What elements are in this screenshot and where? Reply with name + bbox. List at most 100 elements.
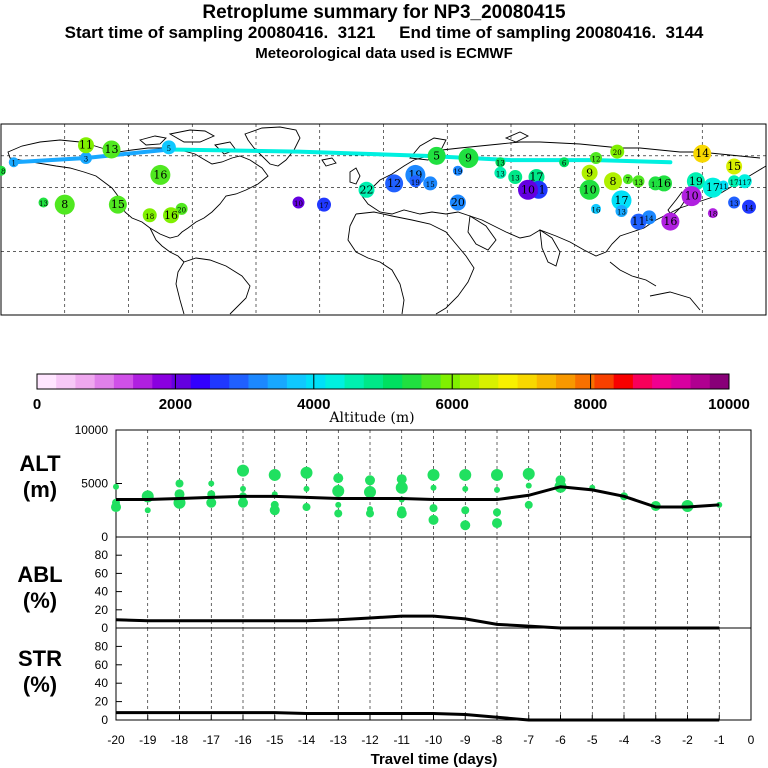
chart-title: Retroplume summary for NP3_20080415	[202, 2, 566, 23]
colorbar-swatch	[190, 374, 211, 389]
plume-marker	[622, 174, 633, 185]
plume-marker	[630, 213, 647, 230]
colorbar-swatch	[632, 374, 653, 389]
altitude-cluster-point	[396, 474, 407, 485]
colorbar-swatch	[152, 374, 173, 389]
x-tick-label: -8	[492, 733, 503, 747]
altitude-cluster-point	[302, 503, 311, 512]
altitude-cluster-point	[427, 468, 440, 481]
plume-marker	[427, 146, 446, 165]
plume-marker-label: 13	[634, 179, 643, 187]
plume-marker-label: 10	[294, 200, 303, 208]
plume-marker-label: 12	[651, 181, 660, 189]
colorbar-swatch	[459, 374, 480, 389]
y-tick-label: 60	[95, 566, 109, 580]
plume-marker	[611, 190, 632, 211]
x-tick-label: -18	[171, 733, 189, 747]
plume-marker-label: 16	[592, 206, 601, 214]
plume-marker-label: 16	[164, 209, 178, 222]
plume-marker-label: 7	[626, 177, 630, 185]
plume-marker	[108, 195, 127, 214]
plume-marker	[0, 165, 6, 176]
altitude-cluster-point	[238, 497, 248, 508]
plume-marker	[610, 144, 625, 159]
y-tick-label: 40	[95, 585, 109, 599]
colorbar-swatch	[363, 374, 384, 389]
plume-marker-label: 17	[530, 171, 544, 184]
colorbar-tick-label: 10000	[708, 396, 750, 413]
plume-marker-label: 13	[496, 170, 505, 178]
plume-marker	[661, 212, 680, 231]
altitude-cluster-point	[303, 485, 310, 492]
altitude-cluster-point	[300, 466, 313, 479]
plume-marker-label: 10	[583, 183, 597, 196]
colorbar-swatch	[133, 374, 153, 389]
altitude-cluster-point	[175, 479, 184, 488]
colorbar-swatch	[325, 374, 346, 389]
plume-marker-label: 13	[105, 143, 119, 156]
x-tick-label: -12	[361, 733, 379, 747]
plume-marker-label: 18	[145, 213, 154, 221]
plume-marker-label: 19	[453, 168, 462, 176]
panel-label: ABL (%)	[17, 562, 62, 613]
altitude-cluster-point	[396, 508, 407, 519]
colorbar-swatch	[690, 374, 711, 389]
colorbar-swatch	[56, 374, 76, 389]
plume-marker	[358, 181, 375, 198]
colorbar-swatch	[248, 374, 269, 389]
colorbar-swatch	[75, 374, 96, 389]
y-tick-label: 20	[95, 695, 109, 709]
plume-marker-label: 6	[562, 160, 567, 168]
y-tick-label: 80	[95, 548, 109, 562]
colorbar-swatch	[402, 374, 422, 389]
colorbar-swatch	[267, 374, 288, 389]
plume-marker-label: 13	[496, 160, 505, 168]
plume-marker-label: 19	[411, 179, 420, 187]
y-tick-label: 0	[101, 621, 108, 635]
colorbar-tick-label: 2000	[159, 396, 192, 413]
plume-marker-label: 10	[685, 190, 699, 203]
plume-marker	[495, 157, 506, 168]
plume-marker	[423, 176, 438, 191]
x-tick-label: -13	[330, 733, 348, 747]
x-tick-label: -11	[394, 733, 411, 747]
colorbar-swatch	[479, 374, 499, 389]
plume-marker-label: 20	[177, 206, 186, 214]
plume-marker-label: 13	[511, 175, 520, 183]
plume-marker-label: 12	[592, 155, 601, 163]
colorbar-tick-label: 4000	[297, 396, 330, 413]
x-tick-label: -2	[682, 733, 693, 747]
plume-marker	[718, 180, 729, 191]
plume-marker-label: 17	[706, 181, 720, 194]
colorbar-swatch	[383, 374, 403, 389]
sampling-times: Start time of sampling 20080416. 3121 En…	[64, 23, 704, 42]
plume-marker-label: 1	[12, 160, 16, 168]
plume-marker	[38, 197, 49, 208]
colorbar-swatch	[94, 374, 115, 389]
plume-marker	[458, 147, 479, 168]
plume-marker	[702, 177, 723, 198]
altitude-cluster-point	[111, 502, 121, 513]
x-tick-label: -5	[587, 733, 598, 747]
plume-marker-label: 13	[39, 200, 48, 208]
x-tick-label: -9	[460, 733, 471, 747]
panel-label-line: STR	[18, 646, 62, 671]
plume-marker-label: 15	[426, 181, 435, 189]
x-tick-label: -3	[650, 733, 661, 747]
plume-marker	[452, 165, 463, 176]
panel-label: ALT (m)	[19, 451, 61, 502]
colorbar-swatch	[652, 374, 672, 389]
plume-marker-label: 17	[615, 194, 629, 207]
plume-marker	[581, 164, 598, 181]
colorbar-swatch	[344, 374, 365, 389]
altitude-cluster-point	[333, 473, 344, 484]
altitude-cluster-point	[461, 506, 470, 515]
panel-label-line: (%)	[23, 672, 57, 697]
plume-marker	[78, 137, 94, 154]
y-tick-label: 0	[101, 530, 108, 544]
plume-marker-label: 15	[727, 160, 741, 173]
plume-marker	[150, 164, 171, 185]
colorbar-swatch	[517, 374, 538, 389]
plume-marker-label: 9	[465, 151, 472, 164]
